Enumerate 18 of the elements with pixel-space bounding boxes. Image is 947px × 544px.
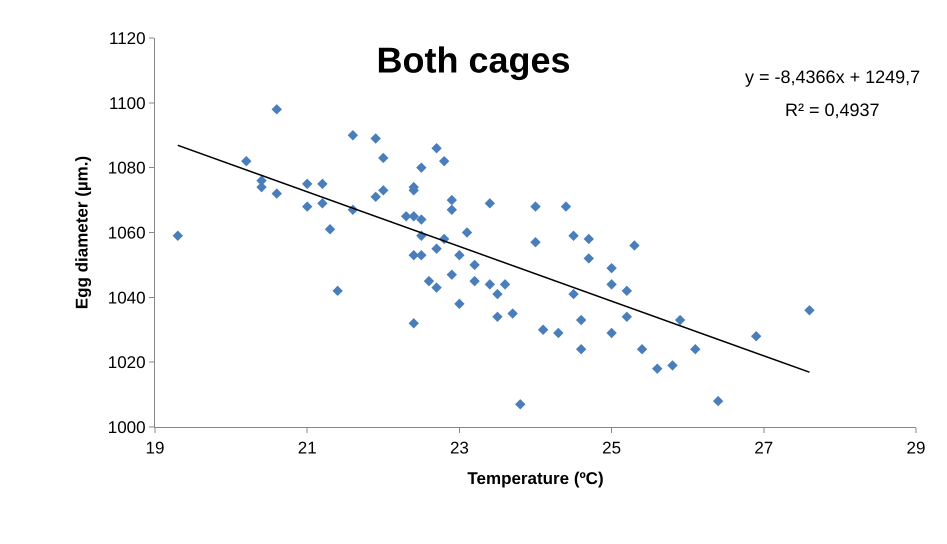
- y-tick-label: 1080: [108, 158, 146, 178]
- x-tick-label: 21: [298, 438, 317, 458]
- x-tick-label: 25: [602, 438, 622, 458]
- x-tick-label: 27: [754, 438, 774, 458]
- chart-title: Both cages: [376, 39, 571, 80]
- x-tick-label: 29: [906, 438, 926, 458]
- y-tick-label: 1040: [108, 288, 146, 308]
- x-tick-label: 19: [146, 438, 164, 458]
- y-axis-title: Egg diameter (µm.): [72, 156, 92, 310]
- y-tick-label: 1020: [108, 353, 146, 372]
- y-tick-label: 1060: [108, 223, 146, 242]
- annotation: y = -8,4366x + 1249,7: [745, 67, 920, 87]
- x-tick-label: 23: [450, 438, 469, 458]
- x-axis-title: Temperature (ºC): [467, 468, 604, 488]
- y-tick-label: 1100: [109, 94, 146, 113]
- y-tick-label: 1120: [109, 28, 146, 48]
- annotation: R² = 0,4937: [785, 100, 880, 120]
- y-tick-label: 1000: [108, 418, 146, 437]
